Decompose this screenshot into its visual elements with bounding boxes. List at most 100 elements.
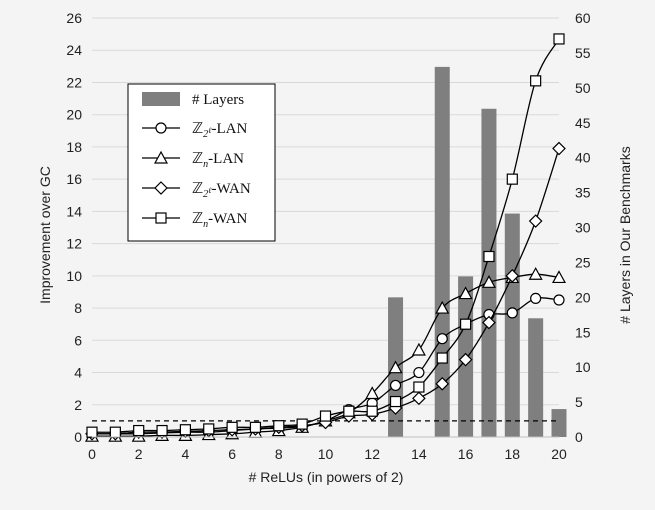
point-diamond-15 [435,376,450,391]
point-circle-15 [436,333,448,345]
point-triangle-19 [528,266,543,280]
point-circle-18 [506,307,518,319]
legend-swatch-marker-square [155,212,167,224]
point-square-18 [506,173,518,185]
point-diamond-20 [552,141,566,156]
point-triangle-16 [458,286,473,300]
x-tick-label: 16 [458,446,474,462]
y2-tick-label: 50 [575,80,591,96]
point-diamond-18 [505,268,520,283]
point-square-20 [553,33,565,45]
y2-tick-label: 5 [575,394,583,410]
point-square-2 [133,424,145,437]
x-tick-label: 10 [318,446,334,462]
point-square-13 [389,395,402,408]
point-square-7 [249,421,262,433]
y-tick-label: 10 [66,268,82,284]
x-tick-label: 6 [228,446,236,462]
point-square-3 [156,424,168,437]
x-tick-label: 0 [88,446,96,462]
y-tick-label: 8 [74,300,82,316]
point-diamond-19 [528,214,543,228]
y-tick-label: 2 [74,397,82,413]
legend-label-bars: # Layers [192,92,244,108]
legend-swatch-marker-circle [155,122,167,134]
point-triangle-14 [411,342,426,356]
legend-label-square: ℤn-WAN [192,211,247,230]
y-tick-label: 16 [66,171,82,187]
point-triangle-12 [365,386,380,400]
y-axis-title: Improvement over GC [37,166,53,304]
y-tick-label: 4 [74,365,82,381]
point-square-12 [366,405,378,417]
point-square-9 [296,418,308,430]
x-tick-label: 20 [551,446,567,462]
legend-label-circle: ℤ2ℓ-LAN [192,121,248,140]
y2-tick-label: 20 [575,289,591,305]
y2-tick-label: 30 [575,220,591,236]
y2-tick-label: 35 [575,185,591,201]
point-square-8 [273,420,285,432]
legend-swatch-marker-diamond [154,181,168,195]
legend-label-triangle: ℤn-LAN [192,151,244,170]
series-square [86,33,565,438]
point-square-17 [483,250,495,263]
point-square-14 [413,381,425,393]
x-tick-label: 8 [275,446,283,462]
bar-layers-17 [481,108,497,438]
point-square-16 [460,318,472,330]
y-tick-label: 22 [66,74,82,90]
point-circle-13 [389,379,402,392]
point-square-15 [436,352,448,364]
y-tick-label: 18 [66,139,82,155]
x-tick-label: 4 [182,446,190,462]
bar-layers-18 [504,213,520,437]
point-circle-19 [530,292,542,305]
point-square-6 [226,421,238,433]
y2-tick-label: 45 [575,115,591,131]
point-square-11 [343,405,355,417]
bar-layers-19 [528,318,544,437]
y2-tick-label: 25 [575,254,591,270]
y2-tick-label: 55 [575,45,591,61]
x-axis-ticks: 0 2 4 6 8 10 12 14 16 18 20 [88,446,567,462]
y2-axis-title: # Layers in Our Benchmarks [617,146,633,323]
y2-tick-label: 40 [575,150,591,166]
point-triangle-15 [435,300,450,314]
point-square-1 [109,426,121,438]
point-diamond-17 [482,315,496,330]
legend-swatch-bars [142,92,180,106]
point-square-10 [319,410,332,422]
point-triangle-20 [551,270,567,284]
x-tick-label: 12 [364,446,380,462]
line-series [84,33,567,442]
y-tick-label: 0 [74,429,82,445]
y-tick-label: 20 [66,107,82,123]
legend-swatch-marker-triangle [153,150,169,164]
point-square-5 [203,423,215,435]
point-diamond-14 [412,391,426,406]
point-square-19 [530,75,542,87]
point-circle-14 [413,366,425,379]
legend-label-diamond: ℤ2ℓ-WAN [192,181,251,200]
x-axis-title: # ReLUs (in powers of 2) [249,469,404,485]
y2-tick-label: 10 [575,359,591,375]
x-tick-label: 18 [505,446,521,462]
y2-tick-label: 15 [575,324,591,340]
y2-tick-label: 60 [575,10,591,26]
x-tick-label: 2 [135,446,143,462]
y-tick-label: 24 [66,42,82,58]
point-triangle-13 [388,360,403,374]
y-tick-label: 14 [66,203,82,219]
legend: # Layers ℤ2ℓ-LAN ℤn-LAN ℤ2ℓ-WAN ℤn-WAN [127,83,276,242]
point-square-4 [179,424,191,436]
legend-box [127,83,276,242]
y-tick-label: 26 [66,10,82,26]
x-tick-label: 14 [411,446,427,462]
point-square-0 [86,426,98,438]
y2-tick-label: 0 [575,429,583,445]
y-tick-label: 12 [66,236,82,252]
